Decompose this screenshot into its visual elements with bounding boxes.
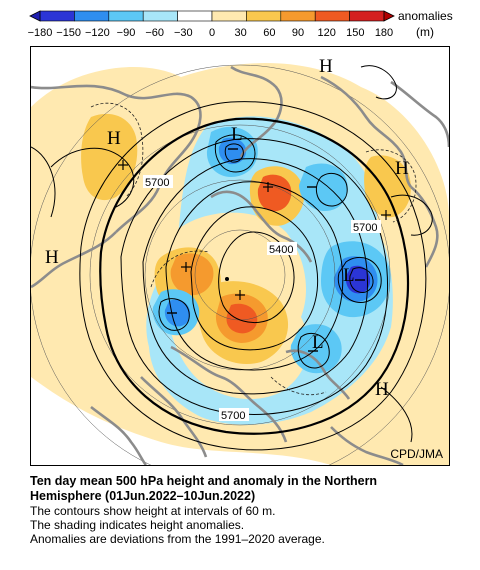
height-contours [31, 65, 433, 451]
colorbar-segment [349, 10, 385, 22]
colorbar-segment [74, 10, 110, 22]
colorbar-segment [280, 10, 316, 22]
colorbar-tick-label: 180 [375, 27, 393, 39]
colorbar-tick-label: −90 [117, 27, 136, 39]
colorbar-segment [108, 10, 144, 22]
north-pole-marker [225, 277, 229, 281]
low-marker: L [231, 124, 243, 145]
polar-map-frame: H H H H H L L L 5700 5400 5700 5700 C [30, 46, 450, 466]
caption-title-line-1: Ten day mean 500 hPa height and anomaly … [30, 474, 378, 488]
contour-label-5700: 5700 [221, 410, 245, 422]
colorbar-left-arrow [29, 10, 41, 22]
anomaly-max-positive-b [226, 303, 258, 334]
colorbar-segments [39, 10, 385, 22]
high-marker: H [375, 379, 389, 400]
colorbar-segment [177, 10, 213, 22]
low-centers [167, 148, 365, 352]
colorbar-tick-label: 90 [292, 27, 304, 39]
anomaly-strong-negative-west [164, 299, 191, 327]
colorbar-tick-label: −120 [85, 27, 110, 39]
contour-label-5400: 5400 [269, 244, 293, 256]
anomaly-strong-negative-north-a [218, 137, 247, 165]
colorbar-tick-label: −30 [174, 27, 193, 39]
colorbar-segment [142, 10, 178, 22]
coastlines [31, 65, 449, 465]
colorbar-segment [314, 10, 350, 22]
high-centers [118, 160, 391, 300]
anomaly-positive-northwest [81, 113, 138, 201]
colorbar-tick-label: 150 [346, 27, 364, 39]
colorbar-tick-label: 60 [263, 27, 275, 39]
anomaly-weak-positive-west [31, 222, 112, 309]
anomaly-strong-positive-north [257, 174, 292, 212]
anomaly-positive-east [364, 155, 411, 218]
caption-anomaly-note: Anomalies are deviations from the 1991–2… [30, 532, 325, 546]
colorbar-tick-label: −60 [145, 27, 164, 39]
colorbar-tick-labels: −180 −150 −120 −90 −60 −30 0 30 60 90 120 150 180 [28, 27, 394, 39]
caption-contour-note: The contours show height at intervals of… [30, 504, 276, 518]
colorbar-tick-label: −150 [56, 27, 81, 39]
high-marker: H [107, 128, 121, 149]
anomaly-dashed-contours [90, 102, 417, 396]
colorbar-segment [246, 10, 282, 22]
contour-value-labels: 5700 5400 5700 5700 [143, 175, 381, 422]
figure-caption: Ten day mean 500 hPa height and anomaly … [30, 474, 470, 546]
pressure-system-labels: H H H H H L L L [45, 56, 409, 400]
colorbar-tick-label: 120 [317, 27, 335, 39]
polar-stereographic-map: H H H H H L L L 5700 5400 5700 5700 [31, 56, 449, 465]
colorbar-tick-label: 30 [235, 27, 247, 39]
anomaly-colorbar: −180 −150 −120 −90 −60 −30 0 30 60 90 120 150 180 an… [28, 9, 453, 39]
colorbar-segment [211, 10, 247, 22]
contour-label-5700: 5700 [353, 222, 377, 234]
caption-shading-note: The shading indicates height anomalies. [30, 518, 245, 532]
high-marker: H [395, 158, 409, 179]
colorbar-right-arrow [383, 10, 395, 22]
colorbar-units-sub: (m) [416, 25, 434, 39]
contour-label-5700: 5700 [145, 177, 169, 189]
caption-title-line-2: Hemisphere (01Jun.2022–10Jun.2022) [30, 489, 256, 503]
colorbar-units-label: anomalies [398, 9, 453, 23]
colorbar-tick-label: −180 [28, 27, 53, 39]
colorbar-segment [39, 10, 75, 22]
map-credit: CPD/JMA [390, 447, 443, 461]
low-marker: L [343, 265, 355, 286]
high-marker: H [45, 247, 59, 268]
low-marker: L [312, 332, 324, 353]
colorbar-tick-label: 0 [209, 27, 215, 39]
anomaly-strong-positive-a [170, 253, 214, 296]
high-marker: H [319, 56, 333, 77]
